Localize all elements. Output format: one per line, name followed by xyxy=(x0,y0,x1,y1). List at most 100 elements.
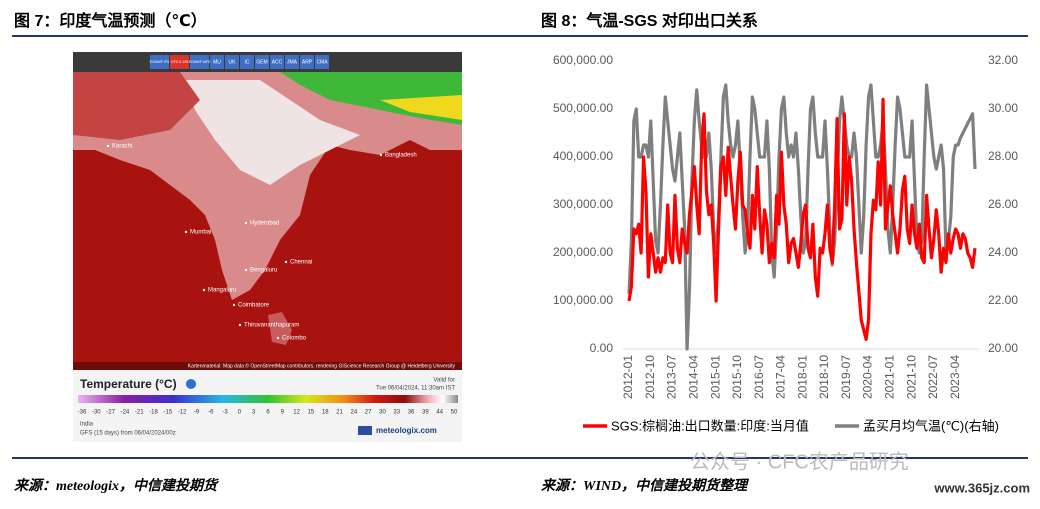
x-tick-label: 2022-07 xyxy=(926,355,940,399)
toolbar-button-label: ECMWF IFS xyxy=(150,60,170,64)
scale-label: 44 xyxy=(436,410,443,416)
toolbar-button xyxy=(225,55,239,69)
x-tick-label: 2018-10 xyxy=(817,355,831,399)
toolbar-button xyxy=(270,55,284,69)
y2-tick-label: 32.00 xyxy=(988,53,1018,67)
y-tick-label: 400,000.00 xyxy=(553,149,613,163)
y2-tick-label: 20.00 xyxy=(988,341,1018,355)
x-tick-label: 2015-01 xyxy=(708,355,722,399)
city-dot xyxy=(184,230,188,234)
city-label: Mangaluru xyxy=(208,288,236,294)
x-tick-label: 2016-07 xyxy=(752,355,766,399)
city-label: Coimbatore xyxy=(238,303,270,309)
scale-label: 36 xyxy=(408,410,415,416)
city-label: Colombo xyxy=(282,336,307,342)
map-legend-panel xyxy=(73,370,462,442)
toolbar-button-label: ECMWF AIFS xyxy=(189,60,211,64)
scale-label: 15 xyxy=(308,410,315,416)
y-tick-label: 600,000.00 xyxy=(553,53,613,67)
scale-label: -21 xyxy=(135,410,144,416)
chart: 0.00 100,000.00 200,000.00 300,000.00 400,00… xyxy=(553,53,1018,433)
scale-label: 12 xyxy=(293,410,300,416)
city-dot xyxy=(106,144,110,148)
city-dot xyxy=(232,303,236,307)
scale-label: -27 xyxy=(106,410,115,416)
scale-label: -30 xyxy=(92,410,101,416)
color-scale xyxy=(78,395,458,403)
land-cool xyxy=(185,80,360,185)
scale-label: -3 xyxy=(222,410,228,416)
scale-label: -6 xyxy=(208,410,214,416)
toolbar-button-label: ACC xyxy=(272,59,283,65)
x-tick-label: 2015-10 xyxy=(730,355,744,399)
toolbar-button-label: ARP xyxy=(302,59,313,65)
city-dot xyxy=(244,268,248,272)
city-labels: Karachi Mumbai Hyderabad Bengaluru Chennai Ma… xyxy=(106,144,417,342)
city-dot xyxy=(276,336,280,340)
scale-label: 50 xyxy=(451,410,458,416)
y2-tick-label: 24.00 xyxy=(988,245,1018,259)
scale-label: 18 xyxy=(322,410,329,416)
scale-label: 33 xyxy=(393,410,400,416)
city-label: Thiruvananthapuram xyxy=(244,323,299,329)
y-tick-label: 0.00 xyxy=(590,341,614,355)
x-tick-label: 2012-01 xyxy=(621,355,635,399)
x-tick-label: 2014-04 xyxy=(687,355,701,399)
toolbar-button-label: CMA xyxy=(316,59,328,65)
scale-label: 27 xyxy=(365,410,372,416)
legend-label: 孟买月均气温(℃)(右轴) xyxy=(863,418,999,433)
toolbar-button xyxy=(170,55,189,69)
toolbar-button xyxy=(285,55,299,69)
scale-label: -24 xyxy=(121,410,130,416)
valid-label: Valid for xyxy=(433,378,455,384)
brand: meteologix.com xyxy=(376,426,437,435)
toolbar-button xyxy=(240,55,254,69)
toolbar-button xyxy=(255,55,269,69)
site: www.365jz.com xyxy=(933,480,1030,495)
x-tick-label: 2013-07 xyxy=(665,355,679,399)
x-tick-label: 2020-04 xyxy=(861,355,875,399)
scale-label: 9 xyxy=(281,410,285,416)
region: India xyxy=(80,422,94,428)
scale-label: 24 xyxy=(351,410,358,416)
city-label: Chennai xyxy=(290,260,312,266)
city-label: Bangladesh xyxy=(385,153,417,159)
toolbar-buttons: ECMWF IFS GFS 0.125 ECMWF AIFS MU UK IC GEM ACC… xyxy=(150,55,329,69)
scale-label: 21 xyxy=(336,410,343,416)
city-label: Karachi xyxy=(112,144,132,150)
left-title: 图 7：印度气温预测（℃） xyxy=(14,11,207,30)
y-tick-label: 200,000.00 xyxy=(553,245,613,259)
scale-label: 6 xyxy=(266,410,270,416)
scale-label: 30 xyxy=(379,410,386,416)
right-source: 来源：WIND，中信建投期货整理 xyxy=(541,477,749,494)
toolbar-button xyxy=(190,55,209,69)
y2-tick-label: 22.00 xyxy=(988,293,1018,307)
y2-tick-label: 26.00 xyxy=(988,197,1018,211)
toolbar-button-label: UK xyxy=(229,59,237,65)
scale-label: 39 xyxy=(422,410,429,416)
y-tick-label: 500,000.00 xyxy=(553,101,613,115)
x-tick-label: 2021-10 xyxy=(904,355,918,399)
city-label: Mumbai xyxy=(190,230,211,236)
x-tick-label: 2017-04 xyxy=(774,355,788,399)
toolbar-button-label: IC xyxy=(245,59,250,65)
city-dot xyxy=(202,288,206,292)
x-tick-label: 2021-01 xyxy=(882,355,896,399)
scale-label: 0 xyxy=(238,410,242,416)
model-run: GFS (15 days) from 06/04/2024/00z xyxy=(80,431,176,437)
toolbar-button xyxy=(300,55,314,69)
city-dot xyxy=(244,221,248,225)
scale-label: -18 xyxy=(149,410,158,416)
scale-label: -9 xyxy=(194,410,200,416)
y-tick-label: 300,000.00 xyxy=(553,197,613,211)
city-dot xyxy=(284,260,288,264)
watermark: 公众号 · CFC农产品研究 xyxy=(690,450,909,473)
legend-title: Temperature (°C) xyxy=(80,377,177,391)
info-icon xyxy=(186,379,196,389)
land-yellow xyxy=(380,95,462,120)
toolbar-button-label: JMA xyxy=(287,59,298,65)
y2-tick-label: 30.00 xyxy=(988,101,1018,115)
toolbar-button xyxy=(210,55,224,69)
x-tick-label: 2012-10 xyxy=(643,355,657,399)
right-title: 图 8：气温-SGS 对印出口关系 xyxy=(541,11,758,30)
